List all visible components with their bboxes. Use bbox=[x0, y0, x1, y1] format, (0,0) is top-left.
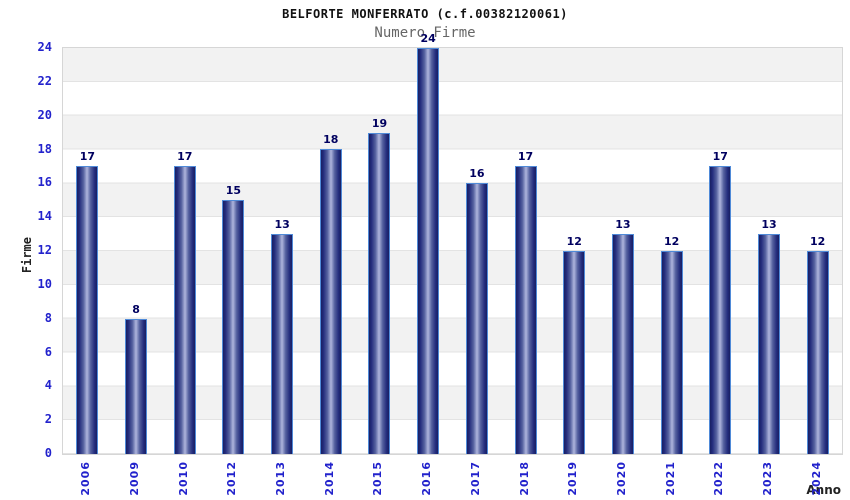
y-tick-12: 12 bbox=[37, 243, 52, 257]
x-tick-2020: 2020 bbox=[614, 461, 628, 496]
x-tick-2012: 2012 bbox=[225, 461, 239, 496]
bar-2016 bbox=[417, 48, 440, 454]
bar-value-label-2024: 12 bbox=[810, 235, 826, 248]
x-tick-2014: 2014 bbox=[322, 461, 336, 496]
y-tick-24: 24 bbox=[37, 40, 52, 54]
y-tick-16: 16 bbox=[37, 175, 52, 190]
bar-value-label-2015: 19 bbox=[371, 117, 388, 130]
x-tick-2024: 2024 bbox=[809, 461, 823, 496]
bar-2018 bbox=[514, 166, 537, 454]
bar-2017 bbox=[465, 183, 488, 454]
bar-2012 bbox=[222, 200, 245, 454]
y-tick-4: 4 bbox=[44, 378, 52, 393]
bar-value-label-2016: 24 bbox=[420, 32, 436, 45]
bar-value-label-2022: 17 bbox=[712, 150, 728, 163]
bar-value-label-2009: 8 bbox=[132, 303, 140, 316]
y-tick-20: 20 bbox=[37, 107, 52, 122]
x-tick-2010: 2010 bbox=[176, 461, 190, 496]
y-tick-0: 0 bbox=[44, 446, 52, 460]
chart-title: BELFORTE MONFERRATO (c.f.00382120061) bbox=[282, 7, 568, 21]
bar-value-label-2023: 13 bbox=[761, 218, 777, 231]
bar-2010 bbox=[173, 166, 196, 454]
x-tick-2021: 2021 bbox=[663, 461, 677, 496]
bar-value-label-2017: 16 bbox=[469, 167, 485, 180]
plot-area: 17 8 17 15 13 18 19 24 16 17 12 13 12 17 13 12 bbox=[62, 32, 843, 455]
x-tick-2009: 2009 bbox=[128, 461, 142, 496]
bar-2023 bbox=[757, 234, 780, 454]
y-tick-8: 8 bbox=[44, 310, 52, 325]
bar-2019 bbox=[563, 251, 586, 454]
x-tick-2023: 2023 bbox=[760, 461, 774, 496]
x-tick-2016: 2016 bbox=[420, 461, 434, 496]
y-tick-14: 14 bbox=[37, 209, 52, 224]
bar-2022 bbox=[709, 166, 732, 454]
x-tick-2015: 2015 bbox=[371, 461, 385, 496]
x-axis-title: Anno bbox=[806, 483, 841, 497]
x-tick-2013: 2013 bbox=[274, 461, 288, 496]
bar-value-label-2012: 15 bbox=[225, 184, 242, 197]
bar-value-label-2019: 12 bbox=[566, 235, 582, 248]
y-tick-2: 2 bbox=[44, 412, 52, 427]
y-tick-22: 22 bbox=[37, 73, 52, 88]
bar-value-label-2021: 12 bbox=[663, 235, 680, 248]
bar-2009 bbox=[125, 319, 148, 454]
y-tick-18: 18 bbox=[37, 141, 52, 156]
chart-subtitle: Numero Firme bbox=[374, 25, 476, 41]
y-tick-6: 6 bbox=[44, 344, 52, 359]
bar-value-label-2020: 13 bbox=[615, 218, 631, 231]
x-tick-2019: 2019 bbox=[566, 461, 580, 496]
bar-value-label-2013: 13 bbox=[274, 218, 290, 231]
bar-2006 bbox=[76, 166, 99, 454]
x-tick-2017: 2017 bbox=[468, 461, 482, 496]
x-tick-2022: 2022 bbox=[712, 461, 726, 496]
y-tick-10: 10 bbox=[37, 276, 52, 291]
bar-2015 bbox=[368, 133, 391, 454]
bar-value-label-2006: 17 bbox=[79, 150, 95, 163]
bar-value-label-2014: 18 bbox=[323, 133, 339, 146]
bar-2024 bbox=[806, 251, 829, 454]
bar-2013 bbox=[271, 234, 294, 454]
x-tick-2018: 2018 bbox=[517, 461, 531, 496]
bar-2021 bbox=[660, 251, 683, 454]
bar-value-label-2010: 17 bbox=[177, 150, 193, 163]
x-tick-2006: 2006 bbox=[79, 461, 93, 496]
bar-value-label-2018: 17 bbox=[517, 150, 534, 163]
bar-2014 bbox=[319, 149, 342, 454]
bar-2020 bbox=[611, 234, 634, 454]
